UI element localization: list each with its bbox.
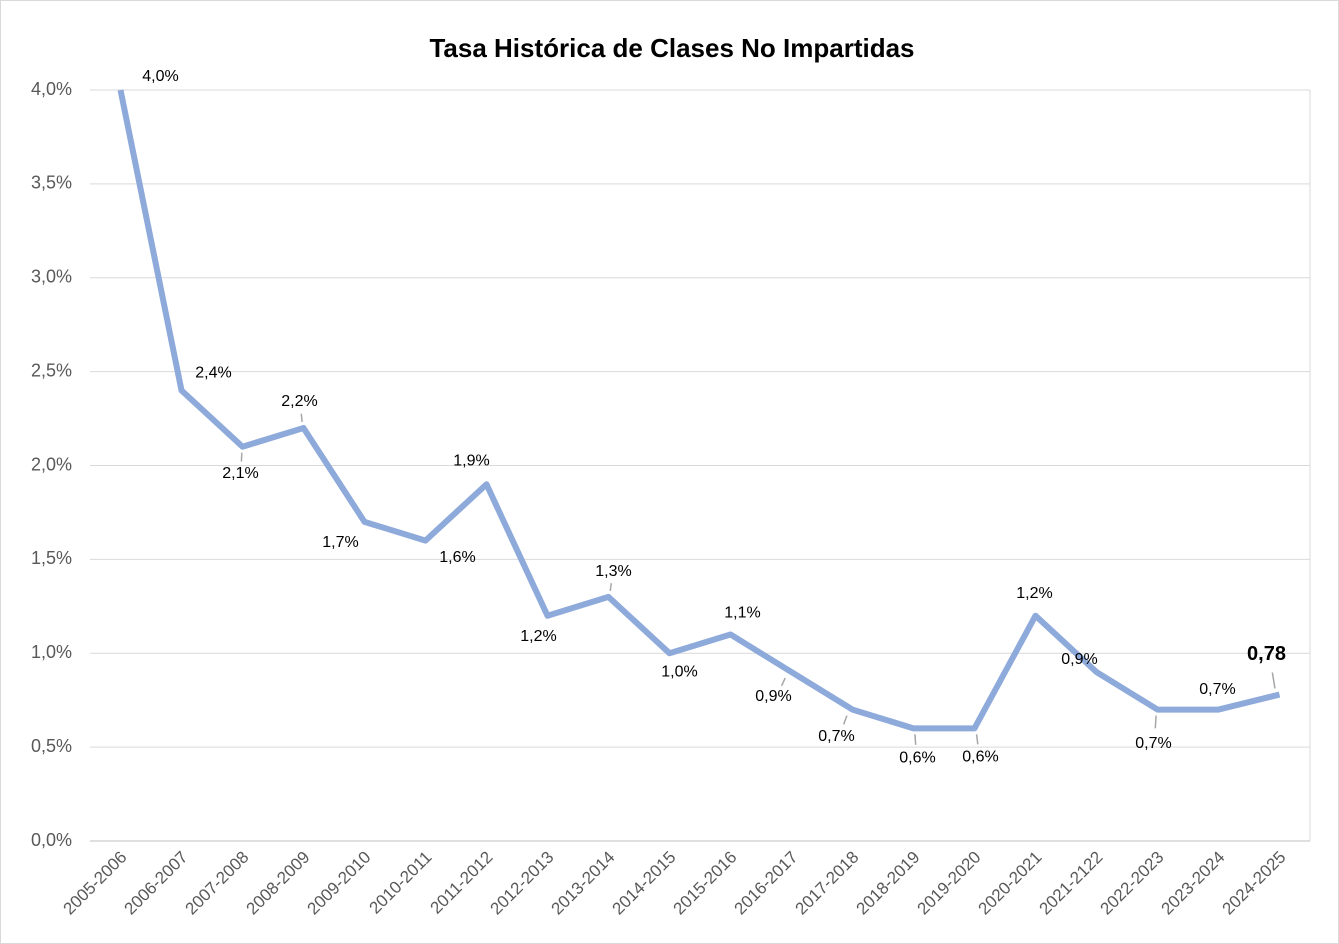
y-tick-label: 3,0% (31, 267, 72, 287)
y-tick-label: 4,0% (31, 79, 72, 99)
y-tick-label: 0,5% (31, 736, 72, 756)
data-label: 1,2% (520, 628, 556, 645)
data-label: 0,7% (1199, 681, 1235, 698)
y-tick-label: 1,5% (31, 548, 72, 568)
y-tick-label: 2,5% (31, 360, 72, 380)
data-label: 0,6% (962, 749, 998, 766)
data-label: 1,9% (453, 452, 489, 469)
data-label: 2,4% (195, 365, 231, 382)
leader-line (1271, 672, 1276, 689)
data-label: 1,7% (322, 534, 358, 551)
y-tick-label: 0,0% (31, 830, 72, 850)
data-label: 0,7% (818, 728, 854, 745)
data-label: 0,9% (1061, 651, 1097, 668)
y-tick-label: 1,0% (31, 642, 72, 662)
y-tick-label: 2,0% (31, 454, 72, 474)
y-tick-label: 3,5% (31, 173, 72, 193)
data-label: 2,2% (281, 393, 317, 410)
data-label: 1,1% (724, 605, 760, 622)
data-label: 0,6% (899, 750, 935, 767)
leader-line (842, 715, 848, 725)
data-label: 1,2% (1016, 585, 1052, 602)
leader-line (975, 734, 979, 745)
leader-line (300, 413, 303, 423)
data-label: 1,3% (595, 563, 631, 580)
leader-line (609, 583, 612, 592)
data-label: 0,7% (1135, 735, 1171, 752)
data-label: 4,0% (142, 68, 178, 85)
data-label: 0,9% (755, 688, 791, 705)
chart-title: Tasa Histórica de Clases No Impartidas (429, 33, 914, 63)
leader-line (914, 734, 917, 745)
line-series (117, 89, 1281, 732)
data-label: 1,0% (661, 663, 697, 680)
data-label: 1,6% (439, 549, 475, 566)
data-label: 0,78 (1247, 643, 1286, 665)
leader-line (1154, 715, 1157, 729)
data-label: 2,1% (222, 465, 258, 482)
leader-line (780, 677, 786, 687)
